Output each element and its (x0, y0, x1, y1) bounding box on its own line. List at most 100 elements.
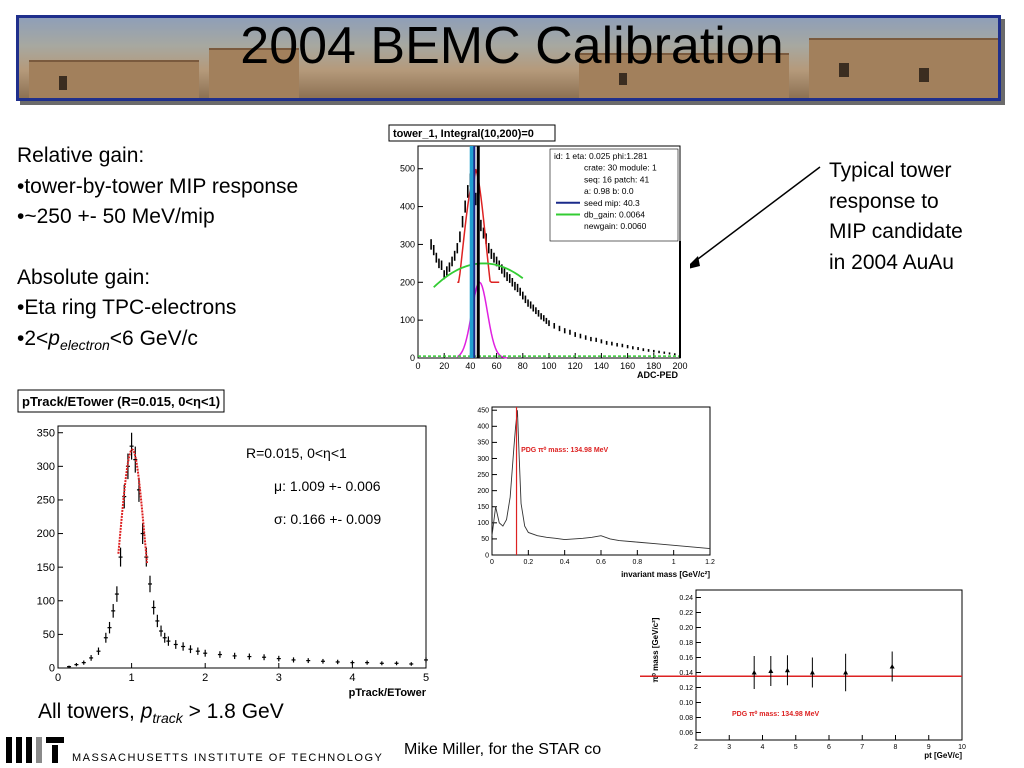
x-tick-label: 20 (439, 361, 449, 371)
relative-item-1: •tower-by-tower MIP response (17, 174, 299, 198)
caption-var: p (140, 700, 153, 723)
x-tick-label: 160 (620, 361, 635, 371)
momentum-item: •2<pelectron<6 GeV/c (17, 324, 298, 361)
x-tick-label: 1.2 (705, 559, 715, 566)
x-tick-label: 6 (827, 744, 831, 751)
x-tick-label: 60 (492, 361, 502, 371)
x-tick-label: 0.8 (632, 559, 642, 566)
momentum-sub: electron (59, 336, 110, 353)
y-tick-label: 200 (400, 277, 415, 287)
x-tick-label: 0.4 (560, 559, 570, 566)
y-tick-label: 100 (37, 595, 55, 607)
x-tick-label: 7 (860, 744, 864, 751)
stats-line: db_gain: 0.0064 (584, 210, 645, 220)
caption-sub: track (152, 710, 183, 727)
y-tick-label: 300 (37, 461, 55, 473)
x-tick-label: 100 (541, 361, 556, 371)
data-point-marker (843, 670, 849, 675)
momentum-prefix: •2< (17, 326, 49, 350)
y-tick-label: 400 (477, 424, 489, 431)
chart-title: pTrack/ETower (R=0.015, 0<η<1) (22, 394, 220, 409)
gain-text-block: Relative gain: •tower-by-tower MIP respo… (17, 141, 298, 360)
mit-logo (6, 737, 64, 763)
fit-legend-line: σ: 0.166 +- 0.009 (274, 511, 381, 527)
y-tick-label: 0.10 (679, 700, 693, 707)
y-tick-label: 300 (477, 456, 489, 463)
y-tick-label: 0.24 (679, 595, 693, 602)
y-tick-label: 50 (43, 629, 55, 641)
stats-line: seed mip: 40.3 (584, 198, 640, 208)
x-tick-label: 1 (129, 672, 135, 684)
stats-line: newgain: 0.0060 (584, 221, 647, 231)
mass-histogram-line (491, 410, 711, 550)
x-tick-label: 5 (423, 672, 429, 684)
y-tick-label: 0.12 (679, 685, 693, 692)
x-tick-label: 0 (415, 361, 420, 371)
data-point-marker (889, 664, 895, 669)
y-tick-label: 200 (37, 528, 55, 540)
y-tick-label: 100 (477, 520, 489, 527)
x-tick-label: 120 (568, 361, 583, 371)
x-tick-label: 0.6 (596, 559, 606, 566)
x-tick-label: 2 (694, 744, 698, 751)
stats-line: a: 0.98 b: 0.0 (584, 186, 634, 196)
x-tick-label: 3 (727, 744, 731, 751)
y-tick-label: 0 (49, 663, 55, 675)
relative-item-2: •~250 +- 50 MeV/mip (17, 205, 215, 228)
pdg-annotation: PDG π⁰ mass: 134.98 MeV (732, 710, 819, 718)
x-tick-label: 10 (958, 744, 966, 751)
gaussian-fit-curve (117, 448, 149, 564)
x-tick-label: 0 (55, 672, 61, 684)
y-tick-label: 250 (477, 472, 489, 479)
plot-frame (57, 425, 427, 669)
relative-gain-heading: Relative gain: (17, 144, 145, 167)
caption-suffix: > 1.8 GeV (182, 700, 284, 723)
slide-title: 2004 BEMC Calibration (240, 17, 784, 75)
title-banner (16, 15, 1001, 101)
x-axis-label: pt [GeV/c] (924, 751, 962, 760)
momentum-suffix: <6 GeV/c (109, 326, 198, 350)
y-tick-label: 350 (37, 427, 55, 439)
plot-frame (491, 406, 711, 556)
y-tick-label: 0.14 (679, 670, 693, 677)
x-tick-label: 0.2 (523, 559, 533, 566)
x-tick-label: 9 (927, 744, 931, 751)
annotation-line-2: response to (829, 189, 939, 213)
y-tick-label: 500 (400, 164, 415, 174)
y-tick-label: 400 (400, 202, 415, 212)
x-tick-label: 80 (518, 361, 528, 371)
y-tick-label: 250 (37, 495, 55, 507)
fit-legend-line: μ: 1.009 +- 0.006 (274, 478, 381, 494)
x-tick-label: 4 (349, 672, 355, 684)
y-tick-label: 150 (37, 562, 55, 574)
bottom-caption: All towers, ptrack > 1.8 GeV (38, 700, 284, 726)
y-tick-label: 350 (477, 440, 489, 447)
data-point-marker (809, 670, 815, 675)
y-tick-label: 0.16 (679, 655, 693, 662)
x-tick-label: 140 (594, 361, 609, 371)
y-tick-label: 0.18 (679, 640, 693, 647)
data-point-marker (784, 667, 790, 673)
y-tick-label: 450 (477, 408, 489, 415)
x-tick-label: 200 (672, 361, 687, 371)
y-tick-label: 0 (410, 353, 415, 363)
stats-box (549, 148, 679, 242)
chart-title-box (388, 124, 556, 142)
x-tick-label: 180 (646, 361, 661, 371)
tower-mip-chart: tower_1, Integral(10,200)=0 0 20 40 60 80 100 1… (388, 124, 690, 382)
stats-line: id: 1 eta: 0.025 phi:1.281 (554, 151, 648, 161)
x-tick-label: 3 (276, 672, 282, 684)
pdg-annotation: PDG π⁰ mass: 134.98 MeV (521, 446, 608, 454)
data-point-marker (751, 670, 757, 675)
x-axis-label: invariant mass [GeV/c²] (621, 570, 710, 579)
x-tick-label: 8 (894, 744, 898, 751)
y-tick-label: 150 (477, 504, 489, 511)
footer-credit: Mike Miller, for the STAR co (404, 741, 602, 758)
absolute-gain-heading: Absolute gain: (17, 265, 151, 289)
x-tick-label: 0 (490, 559, 494, 566)
chart-title: tower_1, Integral(10,200)=0 (393, 128, 534, 140)
stats-line: seq: 16 patch: 41 (584, 174, 649, 184)
chart-title-box (17, 389, 225, 413)
fit-legend-line: R=0.015, 0<η<1 (246, 445, 347, 461)
annotation-line-1: Typical tower (829, 159, 952, 182)
